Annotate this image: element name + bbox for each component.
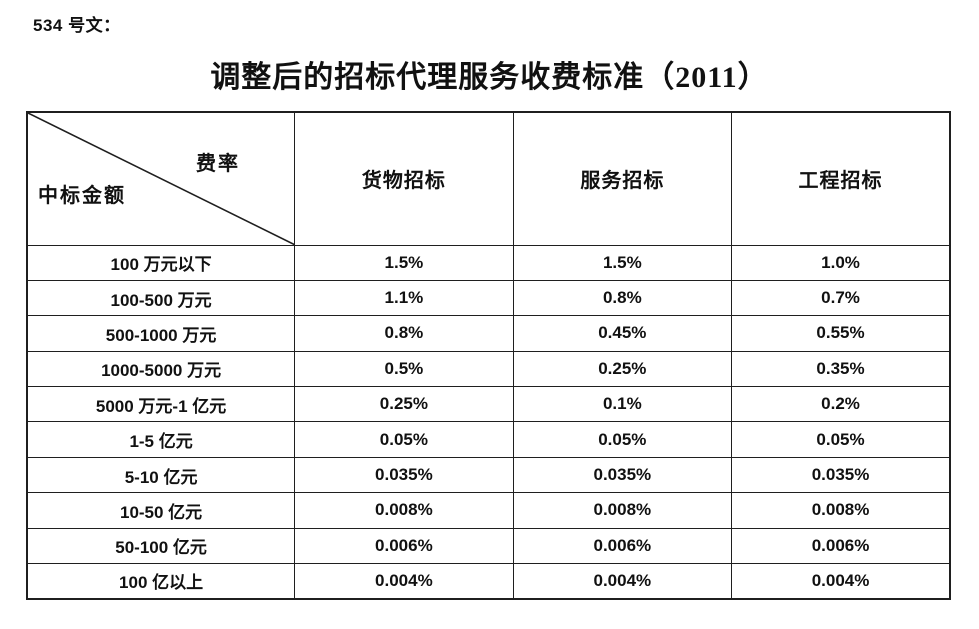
page-title: 调整后的招标代理服务收费标准（2011） [210, 61, 769, 94]
rate-cell: 0.006% [294, 527, 514, 565]
table-header-row: 费率 中标金额 货物招标 服务招标 工程招标 [26, 111, 951, 246]
rate-cell: 0.05% [731, 421, 951, 458]
row-label-amount-tier: 1-5 亿元 [26, 421, 296, 458]
rate-cell: 0.008% [731, 492, 951, 529]
rate-cell: 0.7% [731, 279, 951, 317]
table-row: 500-1000 万元 0.8% 0.45% 0.55% [26, 315, 951, 352]
rate-cell: 0.035% [512, 456, 733, 494]
rate-cell: 0.1% [512, 386, 733, 423]
row-label-amount-tier: 50-100 亿元 [26, 527, 296, 565]
row-label-amount-tier: 1000-5000 万元 [26, 350, 296, 388]
table-row: 100 亿以上 0.004% 0.004% 0.004% [26, 563, 951, 600]
row-label-amount-tier: 10-50 亿元 [26, 492, 296, 529]
table-row: 1-5 亿元 0.05% 0.05% 0.05% [26, 421, 951, 458]
rate-cell: 1.5% [512, 244, 733, 281]
row-label-amount-tier: 5-10 亿元 [26, 456, 296, 494]
rate-cell: 0.05% [294, 421, 514, 458]
row-label-amount-tier: 100 万元以下 [26, 244, 296, 281]
table-row: 100-500 万元 1.1% 0.8% 0.7% [26, 279, 951, 317]
rate-cell: 0.2% [731, 386, 951, 423]
rate-cell: 0.004% [731, 563, 951, 600]
rate-cell: 0.006% [731, 527, 951, 565]
table-row: 1000-5000 万元 0.5% 0.25% 0.35% [26, 350, 951, 388]
diagonal-line [28, 113, 294, 245]
rate-cell: 0.25% [294, 386, 514, 423]
rate-cell: 1.1% [294, 279, 514, 317]
row-label-amount-tier: 100-500 万元 [26, 279, 296, 317]
rate-cell: 0.008% [512, 492, 733, 529]
rate-cell: 0.05% [512, 421, 733, 458]
rate-cell: 0.25% [512, 350, 733, 388]
table-row: 5-10 亿元 0.035% 0.035% 0.035% [26, 456, 951, 494]
column-header-goods: 货物招标 [294, 111, 514, 246]
column-header-engineering: 工程招标 [731, 111, 951, 246]
rate-cell: 0.035% [294, 456, 514, 494]
fee-table: 费率 中标金额 货物招标 服务招标 工程招标 100 万元以下 1.5% 1.5% 1… [26, 111, 951, 600]
rate-cell: 0.35% [731, 350, 951, 388]
rate-cell: 0.55% [731, 315, 951, 352]
row-label-amount-tier: 100 亿以上 [26, 563, 296, 600]
corner-label-bid-amount: 中标金额 [38, 185, 126, 207]
table-row: 10-50 亿元 0.008% 0.008% 0.008% [26, 492, 951, 529]
rate-cell: 0.5% [294, 350, 514, 388]
rate-cell: 0.004% [294, 563, 514, 600]
rate-cell: 0.008% [294, 492, 514, 529]
rate-cell: 0.45% [512, 315, 733, 352]
corner-label-fee-rate: 费率 [196, 153, 240, 175]
table-row: 50-100 亿元 0.006% 0.006% 0.006% [26, 527, 951, 565]
row-label-amount-tier: 500-1000 万元 [26, 315, 296, 352]
diagonal-split-header-cell: 费率 中标金额 [26, 111, 296, 246]
rate-cell: 1.0% [731, 244, 951, 281]
rate-cell: 0.035% [731, 456, 951, 494]
rate-cell: 0.8% [512, 279, 733, 317]
rate-cell: 0.004% [512, 563, 733, 600]
table-row: 5000 万元-1 亿元 0.25% 0.1% 0.2% [26, 386, 951, 423]
column-header-services: 服务招标 [512, 111, 733, 246]
table-row: 100 万元以下 1.5% 1.5% 1.0% [26, 244, 951, 281]
row-label-amount-tier: 5000 万元-1 亿元 [26, 386, 296, 423]
rate-cell: 1.5% [294, 244, 514, 281]
rate-cell: 0.8% [294, 315, 514, 352]
rate-cell: 0.006% [512, 527, 733, 565]
document-number: 534 号文： [33, 16, 121, 35]
